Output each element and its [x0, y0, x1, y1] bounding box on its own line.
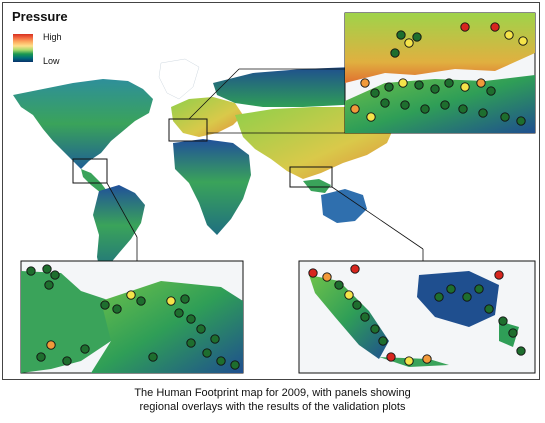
validation-plot-marker — [414, 80, 424, 90]
validation-plot-marker — [216, 356, 226, 366]
validation-plot-marker — [398, 78, 408, 88]
caption-line-1: The Human Footprint map for 2009, with p… — [134, 387, 411, 399]
validation-plot-marker — [126, 290, 136, 300]
validation-plot-marker — [344, 290, 354, 300]
validation-plot-marker — [444, 78, 454, 88]
central-america-frame — [72, 158, 108, 184]
validation-plot-marker — [386, 352, 396, 362]
validation-plot-marker — [400, 100, 410, 110]
validation-plot-marker — [196, 324, 206, 334]
validation-plot-marker — [350, 264, 360, 274]
validation-plot-marker — [404, 356, 414, 366]
validation-plot-marker — [462, 292, 472, 302]
central-america-landmass — [81, 169, 107, 193]
validation-plot-marker — [136, 296, 146, 306]
validation-plot-marker — [46, 340, 56, 350]
africa-landmass — [173, 139, 251, 235]
validation-plot-marker — [486, 86, 496, 96]
validation-plot-marker — [80, 344, 90, 354]
se-asia-frame — [289, 166, 333, 188]
central-america-inset — [20, 260, 244, 374]
validation-plot-marker — [230, 360, 240, 370]
validation-plot-marker — [384, 82, 394, 92]
validation-plot-marker — [166, 296, 176, 306]
validation-plot-marker — [498, 316, 508, 326]
validation-plot-marker — [42, 264, 52, 274]
se-asia-islands — [303, 179, 331, 193]
validation-plot-marker — [484, 304, 494, 314]
validation-plot-marker — [308, 268, 318, 278]
validation-plot-marker — [478, 108, 488, 118]
north-america-landmass — [13, 79, 153, 169]
mediterranean-inset — [344, 12, 536, 134]
mediterranean-frame — [168, 118, 208, 142]
south-america-landmass — [93, 185, 145, 275]
legend-high-label: High — [43, 32, 62, 42]
validation-plot-marker — [334, 280, 344, 290]
validation-plot-marker — [460, 22, 470, 32]
validation-plot-marker — [458, 104, 468, 114]
validation-plot-marker — [350, 104, 360, 114]
southeast-asia-inset — [298, 260, 536, 374]
validation-plot-marker — [112, 304, 122, 314]
validation-plot-marker — [50, 270, 60, 280]
validation-plot-marker — [500, 112, 510, 122]
validation-plot-marker — [370, 324, 380, 334]
validation-plot-marker — [430, 84, 440, 94]
legend-title: Pressure — [12, 9, 68, 24]
europe-landmass — [171, 97, 243, 137]
australia-landmass — [321, 189, 367, 223]
caption-line-2: regional overlays with the results of th… — [139, 401, 406, 413]
validation-plot-marker — [404, 38, 414, 48]
validation-plot-marker — [360, 312, 370, 322]
validation-plot-marker — [186, 314, 196, 324]
validation-plot-marker — [370, 88, 380, 98]
legend-low-label: Low — [43, 56, 60, 66]
validation-plot-marker — [476, 78, 486, 88]
validation-plot-marker — [434, 292, 444, 302]
validation-plot-marker — [202, 348, 212, 358]
map-frame: Pressure High Low — [2, 2, 540, 380]
validation-plot-marker — [352, 300, 362, 310]
validation-plot-marker — [390, 48, 400, 58]
validation-plot-marker — [508, 328, 518, 338]
validation-plot-marker — [420, 104, 430, 114]
validation-plot-marker — [516, 346, 526, 356]
validation-plot-marker — [174, 308, 184, 318]
validation-plot-marker — [210, 334, 220, 344]
validation-plot-marker — [474, 284, 484, 294]
validation-plot-marker — [378, 336, 388, 346]
legend-color-bar — [13, 34, 33, 62]
validation-plot-marker — [396, 30, 406, 40]
validation-plot-marker — [180, 294, 190, 304]
world-map — [13, 12, 536, 374]
validation-plot-marker — [494, 270, 504, 280]
validation-plot-marker — [504, 30, 514, 40]
validation-plot-marker — [186, 338, 196, 348]
validation-plot-marker — [516, 116, 526, 126]
validation-plot-marker — [380, 98, 390, 108]
validation-plot-marker — [440, 100, 450, 110]
figure-caption: The Human Footprint map for 2009, with p… — [0, 386, 545, 414]
validation-plot-marker — [360, 78, 370, 88]
validation-plot-marker — [36, 352, 46, 362]
validation-plot-marker — [446, 284, 456, 294]
validation-plot-marker — [26, 266, 36, 276]
validation-plot-marker — [62, 356, 72, 366]
validation-plot-marker — [422, 354, 432, 364]
validation-plot-marker — [366, 112, 376, 122]
validation-plot-marker — [44, 280, 54, 290]
validation-plot-marker — [460, 82, 470, 92]
validation-plot-marker — [412, 32, 422, 42]
greenland-landmass — [158, 58, 200, 100]
validation-plot-marker — [148, 352, 158, 362]
validation-plot-marker — [518, 36, 528, 46]
validation-plot-marker — [490, 22, 500, 32]
validation-plot-marker — [322, 272, 332, 282]
validation-plot-marker — [100, 300, 110, 310]
